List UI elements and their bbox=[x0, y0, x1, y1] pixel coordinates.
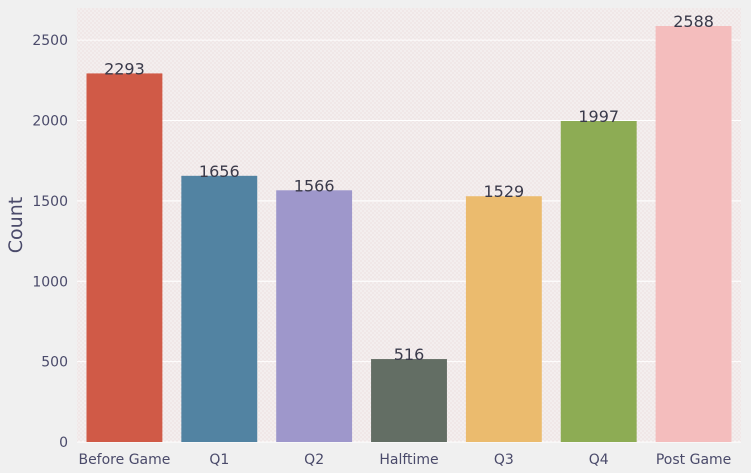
x-tick-label: Q3 bbox=[494, 452, 514, 468]
bar-value-labels: 2293 1656 1566 516 1529 1997 2588 bbox=[104, 12, 714, 364]
bar-value-label: 1997 bbox=[578, 107, 619, 126]
bar-value-label: 1566 bbox=[294, 176, 335, 195]
x-tick-label: Q2 bbox=[304, 452, 324, 468]
bar bbox=[655, 26, 732, 443]
bar-value-label: 2588 bbox=[673, 12, 714, 31]
bar bbox=[560, 121, 637, 443]
bar bbox=[86, 73, 163, 442]
y-tick-label: 1000 bbox=[32, 274, 68, 290]
bars bbox=[86, 26, 732, 443]
y-axis-ticks: 0 500 1000 1500 2000 2500 bbox=[32, 33, 68, 451]
bar-value-label: 516 bbox=[394, 345, 425, 364]
y-tick-label: 500 bbox=[41, 355, 68, 371]
bar bbox=[465, 196, 542, 442]
x-tick-label: Halftime bbox=[379, 452, 438, 468]
y-tick-label: 2000 bbox=[32, 114, 68, 130]
x-tick-label: Post Game bbox=[656, 452, 731, 468]
bar bbox=[371, 359, 447, 442]
y-tick-label: 0 bbox=[59, 435, 68, 451]
y-tick-label: 1500 bbox=[32, 194, 68, 210]
bar-value-label: 1529 bbox=[483, 182, 524, 201]
x-tick-label: Q4 bbox=[589, 452, 609, 468]
bar-value-label: 2293 bbox=[104, 59, 145, 78]
bar bbox=[181, 175, 258, 442]
y-axis-label: Count bbox=[5, 197, 27, 253]
x-axis-ticks: Before Game Q1 Q2 Halftime Q3 Q4 Post Game bbox=[78, 452, 731, 468]
x-tick-label: Before Game bbox=[78, 452, 170, 468]
bar bbox=[276, 190, 353, 442]
bar-value-label: 1656 bbox=[199, 162, 240, 181]
y-tick-label: 2500 bbox=[32, 33, 68, 49]
x-tick-label: Q1 bbox=[209, 452, 229, 468]
